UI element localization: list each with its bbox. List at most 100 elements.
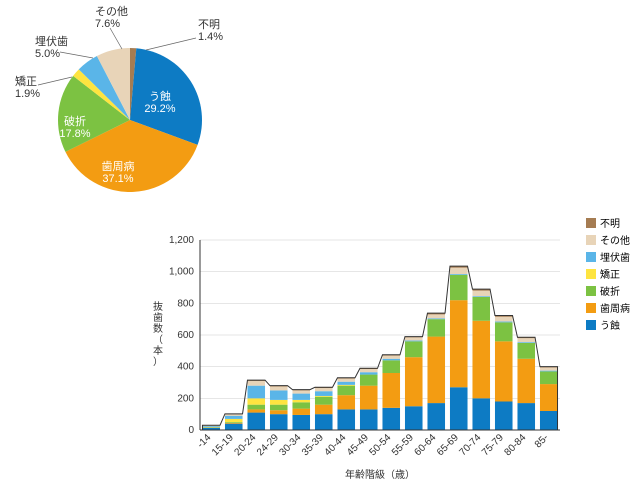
svg-text:200: 200 — [177, 393, 194, 404]
bar-maifuku — [382, 359, 400, 361]
svg-text:45-49: 45-49 — [345, 432, 371, 458]
legend-label: 不明 — [600, 215, 620, 230]
bar-hassetsu — [270, 405, 288, 411]
bar-ushoku — [450, 387, 468, 430]
bar-sonota — [247, 381, 265, 386]
bar-ushoku — [360, 409, 378, 430]
bar-hassetsu — [495, 322, 513, 341]
bar-sonota — [472, 291, 490, 297]
bar-shishubyo — [472, 321, 490, 399]
bar-shishubyo — [360, 386, 378, 410]
legend-label: 破折 — [600, 283, 620, 298]
bar-shishubyo — [225, 423, 243, 424]
bar-hassetsu — [225, 422, 243, 423]
bar-shishubyo — [337, 395, 355, 409]
svg-text:-14: -14 — [195, 432, 213, 450]
legend-item: う蝕 — [586, 317, 630, 332]
svg-text:55-59: 55-59 — [390, 432, 416, 458]
bar-sonota — [337, 379, 355, 382]
svg-text:30-34: 30-34 — [278, 432, 304, 458]
bar-hassetsu — [517, 343, 535, 359]
bar-kyosei — [337, 385, 355, 386]
bar-ushoku — [270, 414, 288, 430]
bar-maifuku — [225, 416, 243, 419]
svg-text:800: 800 — [177, 298, 194, 309]
svg-text:80-84: 80-84 — [503, 432, 529, 458]
bar-sonota — [360, 369, 378, 372]
svg-text:1,000: 1,000 — [169, 267, 194, 278]
legend-label: その他 — [600, 232, 630, 247]
bar-ushoku — [495, 402, 513, 431]
bar-maifuku — [405, 341, 423, 342]
bar-ushoku — [517, 403, 535, 430]
bar-shishubyo — [540, 384, 558, 411]
bar-kyosei — [225, 419, 243, 422]
bar-maifuku — [540, 371, 558, 372]
bar-hassetsu — [427, 319, 445, 336]
bar-kyosei — [270, 400, 288, 405]
bar-sonota — [405, 337, 423, 340]
svg-text:20-24: 20-24 — [233, 432, 259, 458]
svg-text:70-74: 70-74 — [458, 432, 484, 458]
bar-maifuku — [337, 382, 355, 385]
bar-legend: 不明その他埋伏歯矯正破折歯周病う蝕 — [586, 215, 630, 334]
legend-item: 矯正 — [586, 266, 630, 281]
bar-sonota — [292, 390, 310, 393]
bar-shishubyo — [382, 373, 400, 408]
legend-item: 歯周病 — [586, 300, 630, 315]
svg-text:75-79: 75-79 — [480, 432, 506, 458]
bar-ushoku — [315, 414, 333, 430]
bar-hassetsu — [292, 402, 310, 408]
bar-ushoku — [472, 398, 490, 430]
legend-label: 埋伏歯 — [600, 249, 630, 264]
svg-text:0: 0 — [188, 425, 194, 436]
svg-text:35-39: 35-39 — [300, 432, 326, 458]
bar-maifuku — [270, 390, 288, 400]
svg-text:1,200: 1,200 — [169, 235, 194, 246]
bar-ushoku — [427, 403, 445, 430]
bar-ushoku — [247, 413, 265, 430]
bar-shishubyo — [247, 409, 265, 412]
svg-text:400: 400 — [177, 362, 194, 373]
legend-label: 歯周病 — [600, 300, 630, 315]
bar-maifuku — [202, 426, 220, 427]
bar-hassetsu — [472, 297, 490, 321]
bar-hassetsu — [382, 360, 400, 373]
y-axis-label: 抜歯数（本） — [153, 300, 163, 368]
bar-kyosei — [292, 400, 310, 402]
svg-text:60-64: 60-64 — [413, 432, 439, 458]
bar-sonota — [540, 367, 558, 370]
bar-maifuku — [472, 296, 490, 297]
bar-hassetsu — [405, 341, 423, 357]
svg-text:40-44: 40-44 — [323, 432, 349, 458]
legend-item: 破折 — [586, 283, 630, 298]
bar-maifuku — [517, 342, 535, 343]
bar-ushoku — [292, 415, 310, 430]
bar-maifuku — [495, 322, 513, 323]
bar-shishubyo — [495, 341, 513, 401]
bar-hassetsu — [450, 275, 468, 300]
bar-hassetsu — [360, 375, 378, 386]
x-axis-label: 年齢階級（歳） — [345, 468, 415, 481]
bar-hassetsu — [315, 397, 333, 405]
bar-maifuku — [427, 318, 445, 319]
legend-item: 埋伏歯 — [586, 249, 630, 264]
bar-maifuku — [450, 274, 468, 275]
legend-item: その他 — [586, 232, 630, 247]
bar-sonota — [382, 356, 400, 359]
svg-text:24-29: 24-29 — [255, 432, 281, 458]
bar-kyosei — [247, 398, 265, 404]
svg-text:85-: 85- — [533, 432, 551, 450]
bar-sonota — [427, 314, 445, 318]
bar-sonota — [270, 386, 288, 390]
bar-maifuku — [315, 391, 333, 396]
bar-ushoku — [337, 409, 355, 430]
bar-ushoku — [225, 424, 243, 430]
svg-text:50-54: 50-54 — [368, 432, 394, 458]
bar-ushoku — [540, 411, 558, 430]
bar-kyosei — [202, 427, 220, 428]
bar-hassetsu — [247, 405, 265, 410]
bar-maifuku — [247, 386, 265, 399]
bar-maifuku — [292, 394, 310, 400]
bar-ushoku — [405, 406, 423, 430]
